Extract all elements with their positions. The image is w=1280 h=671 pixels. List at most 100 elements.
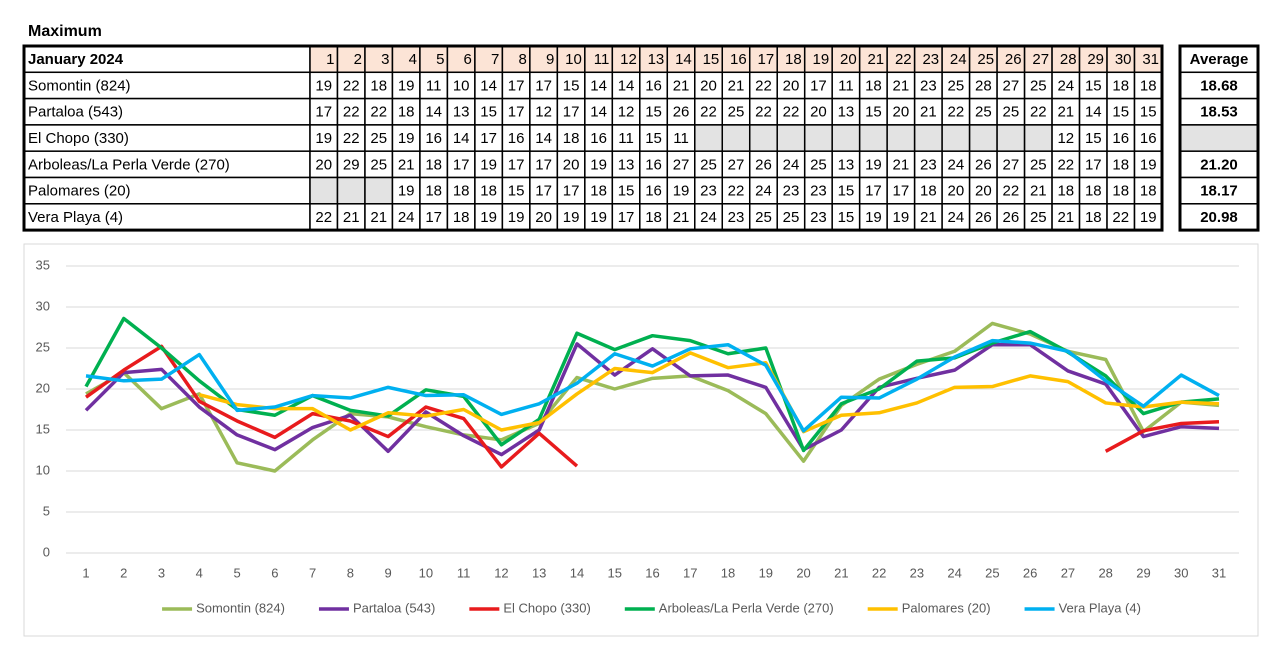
cell-value: 13 [618,156,635,173]
cell-value: 17 [893,183,910,200]
cell-value: 17 [508,104,525,121]
cell-value: 24 [398,209,415,226]
cell-value: 26 [1002,209,1019,226]
cell-value: 19 [865,209,882,226]
station-name: Arboleas/La Perla Verde (270) [28,156,230,173]
average-value: 18.17 [1200,183,1238,200]
cell-value: 15 [1085,130,1102,147]
cell-value: 15 [865,104,882,121]
day-header: 21 [867,51,884,68]
day-header: 28 [1060,51,1077,68]
value-cell [1051,124,1081,152]
cell-value: 18 [480,183,497,200]
table-header: January 2024 [28,51,124,68]
value-cell [941,71,971,100]
value-cell [803,203,833,231]
cell-value: 21 [673,209,690,226]
station-name: El Chopo (330) [28,130,129,147]
cell-value: 21 [1030,183,1047,200]
x-tick-label: 17 [683,565,697,580]
cell-value: 15 [480,104,497,121]
x-tick-label: 4 [196,565,203,580]
cell-value: 18 [563,130,580,147]
y-tick-label: 10 [36,462,50,477]
page-title: Maximum [28,23,102,40]
value-cell [309,150,339,179]
cell-value: 24 [948,156,965,173]
cell-value: 24 [948,209,965,226]
x-tick-label: 31 [1212,565,1226,580]
legend-label: El Chopo (330) [503,600,590,615]
day-header: 18 [785,51,802,68]
value-cell [446,203,476,231]
value-cell [1133,97,1163,126]
x-tick-label: 7 [309,565,316,580]
day-header-cell [694,45,724,74]
value-cell [831,124,861,152]
cell-value: 20 [948,183,965,200]
y-tick-label: 0 [43,544,50,559]
value-cell [336,150,366,179]
value-cell [556,97,586,126]
cell-value: 15 [508,183,525,200]
cell-value: 21 [370,209,387,226]
cell-value: 21 [1057,209,1074,226]
cell-value: 15 [618,183,635,200]
cell-value: 17 [810,77,827,94]
cell-value: 29 [343,156,360,173]
day-header: 3 [381,51,389,68]
cell-value: 19 [398,183,415,200]
x-tick-label: 15 [607,565,621,580]
value-cell [721,203,751,231]
cell-value: 11 [673,130,689,147]
value-cell [1133,71,1163,100]
cell-value: 17 [1085,156,1102,173]
cell-value: 17 [865,183,882,200]
day-header: 26 [1005,51,1022,68]
cell-value: 17 [453,156,470,173]
cell-value: 18 [1112,77,1129,94]
cell-value: 23 [810,183,827,200]
y-tick-label: 30 [36,298,50,313]
cell-value: 16 [645,156,662,173]
cell-value: 24 [783,156,800,173]
cell-value: 19 [893,209,910,226]
value-cell [886,150,916,179]
day-header: 8 [519,51,527,68]
cell-value: 22 [700,104,717,121]
cell-value: 25 [1030,209,1047,226]
cell-value: 12 [1057,130,1074,147]
x-tick-label: 21 [834,565,848,580]
cell-value: 27 [728,156,745,173]
average-header: Average [1190,51,1249,68]
average-value: 20.98 [1200,209,1238,226]
value-cell [1078,71,1108,100]
day-header: 7 [491,51,499,68]
x-tick-label: 6 [271,565,278,580]
value-cell [391,97,421,126]
value-cell [529,97,559,126]
day-header: 4 [409,51,417,68]
cell-value: 20 [563,156,580,173]
day-header: 30 [1115,51,1132,68]
value-cell [831,71,861,100]
cell-value: 20 [893,104,910,121]
day-header: 9 [546,51,554,68]
value-cell [968,124,998,152]
cell-value: 17 [315,104,332,121]
x-tick-label: 9 [385,565,392,580]
y-tick-label: 35 [36,257,50,272]
cell-value: 25 [700,156,717,173]
cell-value: 22 [948,104,965,121]
cell-value: 15 [645,130,662,147]
cell-value: 19 [590,209,607,226]
x-tick-label: 1 [82,565,89,580]
cell-value: 18 [920,183,937,200]
cell-value: 14 [425,104,442,121]
cell-value: 21 [893,156,910,173]
cell-value: 17 [535,77,552,94]
value-cell [364,176,394,205]
cell-value: 15 [645,104,662,121]
cell-value: 13 [838,156,855,173]
cell-value: 17 [425,209,442,226]
